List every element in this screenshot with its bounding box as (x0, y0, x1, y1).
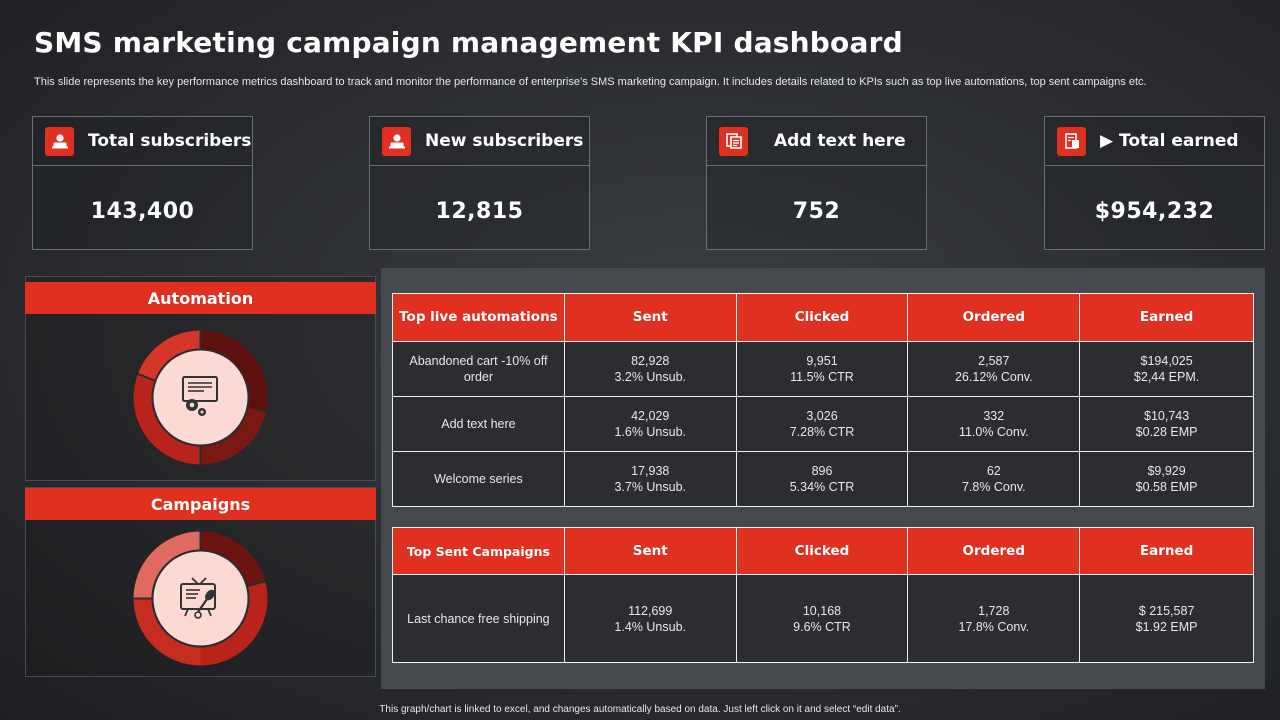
receipt-icon (1057, 126, 1086, 156)
kpi-card-total-subscribers: Total subscribers 143,400 (32, 116, 253, 250)
sent-cell: 17,938 3.7% Unsub. (563, 451, 737, 507)
tables-panel: Top live automations Sent Clicked Ordere… (381, 268, 1265, 689)
automation-header: Automation (25, 282, 376, 314)
automation-donut (133, 330, 268, 465)
kpi-card-new-subscribers: New subscribers 12,815 (369, 116, 590, 250)
kpi-label: New subscribers (425, 131, 584, 151)
monitor-gear-icon (182, 376, 218, 416)
table-header-row: Top Sent Campaigns Sent Clicked Ordered … (392, 527, 1254, 575)
kpi-value: 752 (792, 199, 841, 224)
automation-name: Add text here (392, 396, 565, 452)
user-icon (45, 126, 74, 156)
table-row: Add text here 42,029 1.6% Unsub. 3,026 7.2… (392, 396, 1254, 452)
clicked-cell: 9,951 11.5% CTR (735, 341, 909, 397)
table-row: Abandoned cart -10% off order 82,928 3.2%… (392, 341, 1254, 397)
automation-name: Welcome series (392, 451, 565, 507)
earned-cell: $194,025 $2,44 EPM. (1079, 341, 1254, 397)
column-header: Clicked (735, 527, 909, 575)
column-header: Clicked (735, 293, 909, 342)
column-header: Earned (1079, 527, 1254, 575)
ordered-cell: 62 7.8% Conv. (907, 451, 1081, 507)
ordered-cell: 2,587 26.12% Conv. (907, 341, 1081, 397)
column-header: Top Sent Campaigns (392, 527, 565, 575)
column-header: Ordered (907, 527, 1081, 575)
earned-cell: $ 215,587 $1.92 EMP (1079, 574, 1254, 663)
kpi-label-group: ▶ Total earned (1100, 131, 1239, 151)
column-header: Ordered (907, 293, 1081, 342)
kpi-card-total-earned: ▶ Total earned $954,232 (1044, 116, 1265, 250)
tv-microphone-icon (180, 577, 216, 619)
kpi-value: 143,400 (90, 199, 195, 224)
kpi-card-add-text: Add text here 752 (706, 116, 927, 250)
automation-name: Abandoned cart -10% off order (392, 341, 565, 397)
kpi-value: $954,232 (1094, 199, 1215, 224)
column-header: Sent (563, 527, 737, 575)
kpi-label: Total earned (1119, 131, 1239, 151)
page-subtitle: This slide represents the key performanc… (34, 76, 1147, 88)
play-icon: ▶ (1100, 131, 1114, 151)
clicked-cell: 3,026 7.28% CTR (735, 396, 909, 452)
campaign-name: Last chance free shipping (392, 574, 565, 663)
table-header-row: Top live automations Sent Clicked Ordere… (392, 293, 1254, 342)
column-header: Top live automations (392, 293, 565, 342)
table-row: Last chance free shipping 112,699 1.4% Un… (392, 574, 1254, 663)
campaigns-donut (133, 531, 268, 666)
earned-cell: $10,743 $0.28 EMP (1079, 396, 1254, 452)
sent-cell: 82,928 3.2% Unsub. (563, 341, 737, 397)
column-header: Earned (1079, 293, 1254, 342)
earned-cell: $9,929 $0.58 EMP (1079, 451, 1254, 507)
document-icon (719, 126, 748, 156)
table-row: Welcome series 17,938 3.7% Unsub. 896 5.34… (392, 451, 1254, 507)
ordered-cell: 332 11.0% Conv. (907, 396, 1081, 452)
column-header: Sent (563, 293, 737, 342)
page-title: SMS marketing campaign management KPI da… (34, 26, 903, 59)
user-icon (382, 126, 411, 156)
top-sent-campaigns-table: Top Sent Campaigns Sent Clicked Ordered … (392, 527, 1254, 663)
ordered-cell: 1,728 17.8% Conv. (907, 574, 1081, 663)
kpi-label: Total subscribers (88, 131, 252, 151)
clicked-cell: 10,168 9.6% CTR (735, 574, 909, 663)
kpi-label: Add text here (774, 131, 906, 151)
top-live-automations-table: Top live automations Sent Clicked Ordere… (392, 293, 1254, 507)
sent-cell: 42,029 1.6% Unsub. (563, 396, 737, 452)
kpi-value: 12,815 (435, 199, 524, 224)
clicked-cell: 896 5.34% CTR (735, 451, 909, 507)
sent-cell: 112,699 1.4% Unsub. (563, 574, 737, 663)
campaigns-header: Campaigns (25, 488, 376, 520)
footer-note: This graph/chart is linked to excel, and… (379, 704, 901, 715)
